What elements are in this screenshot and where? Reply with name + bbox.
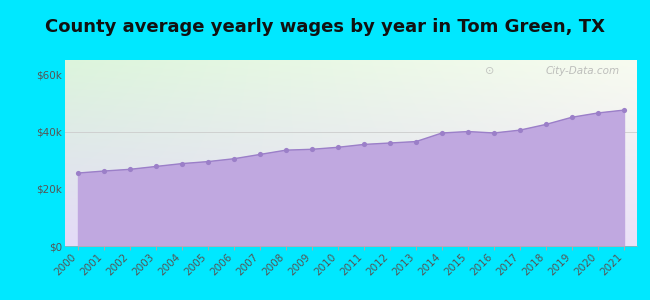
Point — [359, 142, 369, 147]
Point — [281, 148, 291, 152]
Point — [567, 115, 577, 120]
Point — [619, 108, 629, 112]
Point — [73, 171, 83, 176]
Point — [151, 164, 161, 169]
Point — [203, 159, 213, 164]
Point — [229, 156, 239, 161]
Text: City-Data.com: City-Data.com — [546, 66, 620, 76]
Point — [489, 130, 499, 135]
Point — [177, 161, 187, 166]
Point — [99, 169, 109, 173]
Point — [515, 128, 525, 133]
Point — [411, 139, 421, 144]
Point — [333, 145, 343, 150]
Text: County average yearly wages by year in Tom Green, TX: County average yearly wages by year in T… — [45, 18, 605, 36]
Point — [125, 167, 135, 172]
Point — [385, 141, 395, 146]
Point — [593, 110, 603, 115]
Text: ⊙: ⊙ — [486, 66, 495, 76]
Point — [437, 130, 447, 135]
Point — [541, 122, 551, 127]
Point — [255, 152, 265, 157]
Point — [307, 147, 317, 152]
Point — [463, 129, 473, 134]
